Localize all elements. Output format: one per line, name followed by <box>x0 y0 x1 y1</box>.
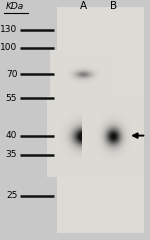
Text: 130: 130 <box>0 25 17 35</box>
Text: 100: 100 <box>0 43 17 53</box>
Text: 40: 40 <box>6 131 17 140</box>
Text: B: B <box>110 1 117 11</box>
Text: A: A <box>80 1 87 11</box>
Text: KDa: KDa <box>6 2 24 11</box>
Bar <box>57 7 144 233</box>
Text: 55: 55 <box>6 94 17 103</box>
Text: 35: 35 <box>6 150 17 159</box>
Text: 25: 25 <box>6 191 17 200</box>
Text: 70: 70 <box>6 70 17 79</box>
